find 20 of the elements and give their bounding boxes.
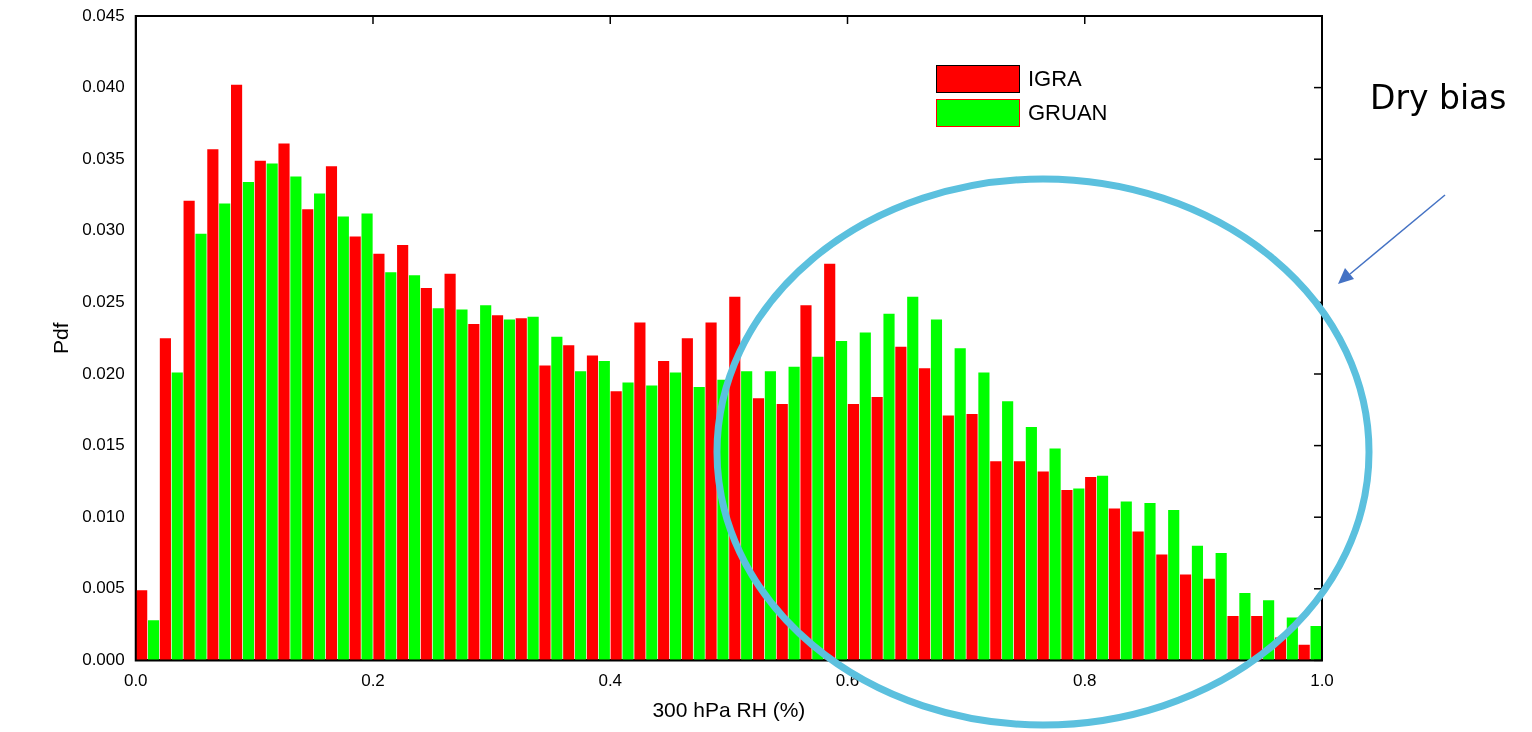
y-tick-label: 0.040 [82,77,125,97]
x-axis-title: 300 hPa RH (%) [652,698,806,722]
y-axis-title: Pdf [49,322,73,354]
legend-label: IGRA [1028,66,1082,92]
x-tick-label: 0.8 [1072,671,1097,691]
y-tick-label: 0.015 [82,435,125,455]
y-tick-label: 0.035 [82,148,125,168]
y-tick-label: 0.005 [82,578,125,598]
y-tick-label: 0.010 [82,506,125,526]
y-tick-label: 0.030 [82,220,125,240]
y-tick-label: 0.025 [82,292,125,312]
x-tick-label: 0.4 [598,671,623,691]
x-tick-label: 0.2 [361,671,385,691]
legend-label: GRUAN [1028,100,1108,126]
x-tick-label: 0.0 [123,671,148,691]
text: Dry bias [1370,78,1507,117]
y-tick-label: 0.045 [82,5,125,25]
x-tick-label: 1.0 [1310,671,1334,691]
y-tick-label: 0.020 [82,363,125,383]
y-tick-label: 0.000 [82,650,125,670]
